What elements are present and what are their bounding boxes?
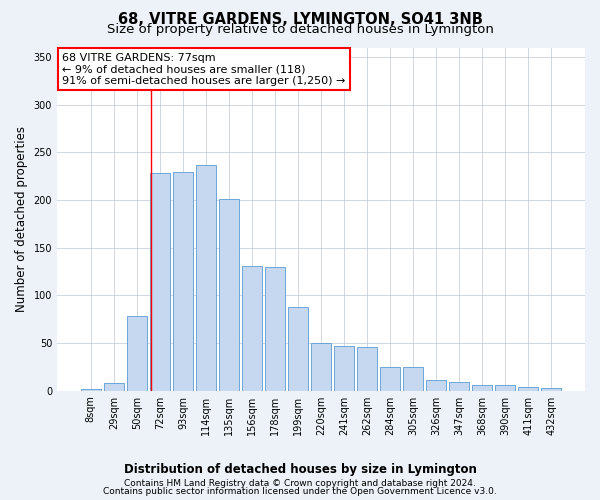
Text: 68 VITRE GARDENS: 77sqm
← 9% of detached houses are smaller (118)
91% of semi-de: 68 VITRE GARDENS: 77sqm ← 9% of detached…: [62, 52, 346, 86]
Text: Size of property relative to detached houses in Lymington: Size of property relative to detached ho…: [107, 22, 493, 36]
Bar: [104, 383, 124, 391]
Bar: [173, 172, 193, 391]
Bar: [219, 199, 239, 391]
Text: Distribution of detached houses by size in Lymington: Distribution of detached houses by size …: [124, 462, 476, 475]
Text: 68, VITRE GARDENS, LYMINGTON, SO41 3NB: 68, VITRE GARDENS, LYMINGTON, SO41 3NB: [118, 12, 482, 28]
Bar: [242, 266, 262, 391]
Bar: [427, 380, 446, 391]
Bar: [81, 389, 101, 391]
Bar: [380, 367, 400, 391]
Bar: [127, 316, 146, 391]
Bar: [334, 346, 354, 391]
Bar: [265, 267, 285, 391]
Bar: [403, 367, 423, 391]
Text: Contains HM Land Registry data © Crown copyright and database right 2024.: Contains HM Land Registry data © Crown c…: [124, 478, 476, 488]
Bar: [311, 343, 331, 391]
Bar: [472, 385, 492, 391]
Bar: [496, 385, 515, 391]
Bar: [357, 347, 377, 391]
Text: Contains public sector information licensed under the Open Government Licence v3: Contains public sector information licen…: [103, 487, 497, 496]
Bar: [518, 387, 538, 391]
Bar: [150, 174, 170, 391]
Bar: [449, 382, 469, 391]
Bar: [196, 165, 216, 391]
Bar: [288, 307, 308, 391]
Y-axis label: Number of detached properties: Number of detached properties: [15, 126, 28, 312]
Bar: [541, 388, 561, 391]
